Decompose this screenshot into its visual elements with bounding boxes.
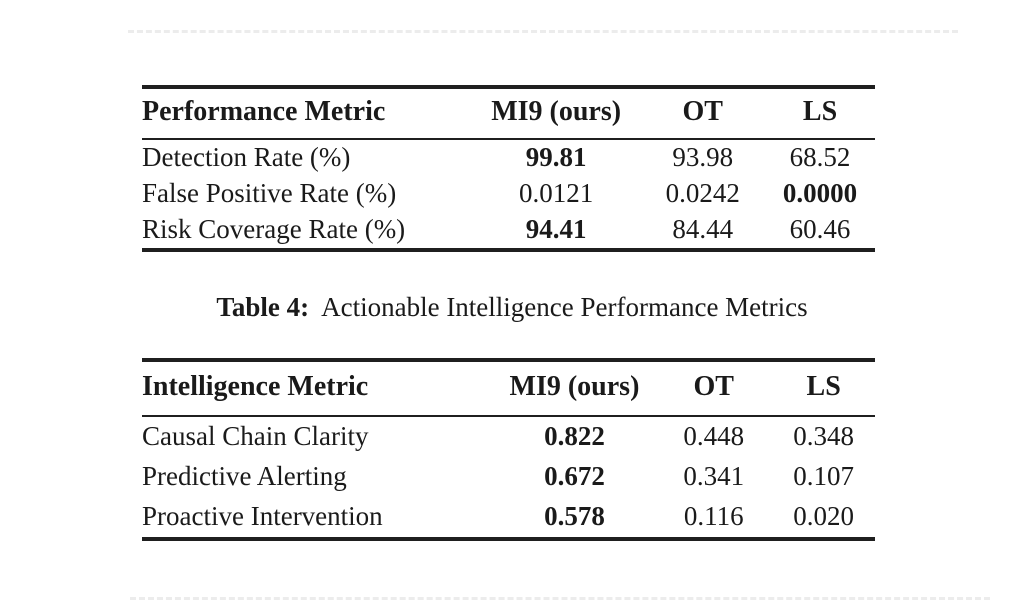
value-cell: 84.44: [672, 214, 734, 244]
value-cell: 60.46: [789, 214, 851, 244]
column-header-mi9: MI9 (ours): [509, 371, 640, 402]
column-header-performance-metric: Performance Metric: [142, 96, 386, 127]
column-header-intelligence-metric: Intelligence Metric: [142, 371, 369, 402]
cropped-text-artifact-bottom: [130, 597, 990, 600]
value-cell: 99.81: [525, 142, 587, 172]
value-cell: 0.448: [683, 421, 745, 451]
cropped-text-artifact-top: [128, 30, 958, 33]
column-header-ls: LS: [802, 96, 838, 127]
column-header-ls: LS: [806, 371, 841, 402]
metric-cell: Causal Chain Clarity: [142, 421, 369, 451]
value-cell: 0.822: [544, 421, 605, 451]
table-caption: Table 4: Actionable Intelligence Performa…: [0, 292, 1024, 323]
value-cell: 94.41: [525, 214, 587, 244]
value-cell: 0.578: [544, 501, 605, 531]
performance-metrics-table: Performance Metric MI9 (ours) OT LS Dete…: [142, 85, 875, 252]
value-cell: 93.98: [672, 142, 734, 172]
metric-cell: Detection Rate (%): [142, 142, 351, 172]
column-header-ot: OT: [693, 371, 734, 402]
intelligence-metrics-table: Intelligence Metric MI9 (ours) OT LS Cau…: [142, 358, 875, 541]
value-cell: 0.116: [683, 501, 744, 531]
table-row: Risk Coverage Rate (%) 94.41 84.44 60.46: [142, 212, 875, 250]
value-cell: 0.672: [544, 461, 605, 491]
table-row: Predictive Alerting 0.672 0.341 0.107: [142, 457, 875, 497]
table-header-row: Intelligence Metric MI9 (ours) OT LS: [142, 360, 875, 416]
metric-cell: Risk Coverage Rate (%): [142, 214, 406, 244]
value-cell: 0.020: [793, 501, 855, 531]
value-cell: 68.52: [789, 142, 851, 172]
value-cell: 0.107: [793, 461, 855, 491]
value-cell: 0.0242: [665, 178, 740, 208]
metric-cell: Proactive Intervention: [142, 501, 383, 531]
column-header-ot: OT: [682, 96, 723, 127]
caption-text: Actionable Intelligence Performance Metr…: [321, 292, 808, 322]
table-row: Proactive Intervention 0.578 0.116 0.020: [142, 497, 875, 539]
metric-cell: False Positive Rate (%): [142, 178, 397, 208]
value-cell: 0.0121: [519, 178, 594, 208]
table-header-row: Performance Metric MI9 (ours) OT LS: [142, 87, 875, 139]
value-cell: 0.348: [793, 421, 855, 451]
metric-cell: Predictive Alerting: [142, 461, 347, 491]
caption-label: Table 4:: [216, 292, 310, 322]
value-cell: 0.341: [683, 461, 745, 491]
value-cell: 0.0000: [782, 178, 858, 208]
table-row: False Positive Rate (%) 0.0121 0.0242 0.…: [142, 176, 875, 212]
table-row: Detection Rate (%) 99.81 93.98 68.52: [142, 139, 875, 176]
column-header-mi9: MI9 (ours): [491, 96, 622, 127]
table-row: Causal Chain Clarity 0.822 0.448 0.348: [142, 416, 875, 457]
